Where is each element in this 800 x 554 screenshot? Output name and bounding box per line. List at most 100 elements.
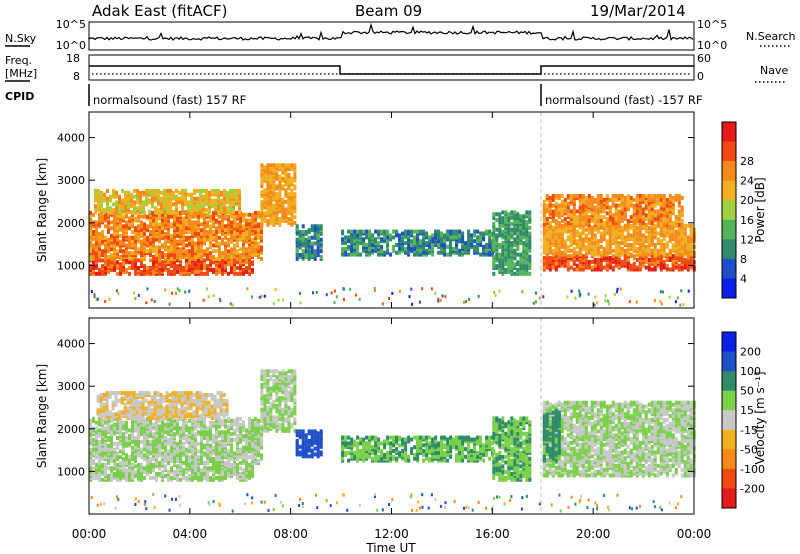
echo-cell <box>224 224 227 229</box>
echo-cell <box>239 237 242 242</box>
echo-cell <box>128 472 131 476</box>
echo-cell <box>229 188 232 193</box>
echo-cell <box>227 271 230 276</box>
echo-cell <box>656 223 660 228</box>
echo-cell <box>230 269 233 274</box>
echo-cell <box>516 267 520 272</box>
echo-cell <box>215 475 218 480</box>
echo-cell <box>161 226 164 231</box>
echo-cell <box>89 210 92 215</box>
echo-cell <box>449 244 453 249</box>
echo-cell <box>191 468 194 473</box>
echo-cell <box>287 192 291 197</box>
echo-cell <box>89 462 92 467</box>
echo-cell <box>260 163 264 168</box>
echo-cell <box>109 206 112 211</box>
echo-cell <box>251 464 254 469</box>
echo-cell <box>214 198 217 203</box>
echo-cell <box>197 241 200 246</box>
echo-cell <box>149 245 152 250</box>
echo-cell <box>107 459 110 463</box>
nsearch-tick-bottom: 10^0 <box>697 39 727 52</box>
echo-cell <box>498 264 502 269</box>
echo-cell <box>593 205 597 210</box>
nave-tick-bottom: 0 <box>697 70 704 83</box>
echo-cell <box>122 420 125 425</box>
echo-cell <box>148 188 151 193</box>
echo-cell <box>519 252 523 257</box>
echo-cell <box>629 252 633 257</box>
echo-cell <box>668 257 672 262</box>
echo-cell <box>575 229 579 234</box>
echo-cell <box>578 294 581 298</box>
echo-cell <box>233 271 236 276</box>
echo-cell <box>542 199 546 204</box>
echo-cell <box>599 257 603 262</box>
echo-cell <box>287 217 291 221</box>
echo-cell <box>179 477 182 482</box>
echo-cell <box>272 195 276 200</box>
echo-cell <box>113 459 116 463</box>
echo-cell <box>284 163 288 168</box>
echo-cell <box>632 261 636 266</box>
echo-cell <box>626 199 630 204</box>
echo-cell <box>220 210 223 214</box>
echo-cell <box>98 472 101 476</box>
echo-cell <box>254 210 257 215</box>
echo-cell <box>545 243 549 247</box>
echo-cell <box>683 239 687 244</box>
echo-cell <box>206 247 209 252</box>
echo-cell <box>214 206 217 211</box>
echo-cell <box>175 204 178 209</box>
echo-cell <box>158 472 161 476</box>
echo-cell <box>239 260 242 265</box>
echo-cell <box>95 426 98 431</box>
echo-cell <box>185 420 188 425</box>
echo-cell <box>142 200 145 205</box>
echo-cell <box>557 220 561 225</box>
echo-cell <box>95 297 98 301</box>
echo-cell <box>263 205 267 210</box>
echo-cell <box>167 424 170 429</box>
echo-cell <box>593 252 597 257</box>
echo-cell <box>452 235 456 240</box>
echo-cell <box>148 198 151 203</box>
echo-cell <box>100 194 103 199</box>
echo-cell <box>629 195 633 200</box>
echo-cell <box>304 237 308 242</box>
echo-cell <box>551 203 555 208</box>
echo-cell <box>368 246 372 251</box>
echo-cell <box>431 246 435 251</box>
echo-cell <box>269 213 273 218</box>
echo-cell <box>199 188 202 193</box>
echo-cell <box>341 246 345 251</box>
echo-cell <box>278 192 282 197</box>
echo-cell <box>347 252 351 257</box>
echo-cell <box>395 243 399 247</box>
echo-cell <box>263 188 267 193</box>
colorbar-swatch <box>722 161 736 182</box>
echo-cell <box>184 290 187 294</box>
echo-cell <box>158 461 161 465</box>
echo-cell <box>178 196 181 201</box>
echo-cell <box>196 188 199 193</box>
echo-cell <box>224 264 227 269</box>
echo-cell <box>686 235 690 240</box>
echo-cell <box>488 244 492 249</box>
echo-cell <box>89 466 92 471</box>
echo-cell <box>104 432 107 437</box>
echo-cell <box>477 294 480 298</box>
echo-cell <box>284 174 288 179</box>
echo-cell <box>619 287 622 291</box>
echo-cell <box>233 216 236 221</box>
colorbar-tick-label: 4 <box>740 272 747 285</box>
echo-cell <box>498 267 502 272</box>
echo-cell <box>113 224 116 229</box>
echo-cell <box>137 247 140 252</box>
echo-cell <box>179 462 182 467</box>
echo-cell <box>146 472 149 476</box>
echo-cell <box>167 214 170 219</box>
echo-cell <box>152 475 155 480</box>
echo-cell <box>392 235 396 240</box>
echo-cell <box>107 228 110 233</box>
